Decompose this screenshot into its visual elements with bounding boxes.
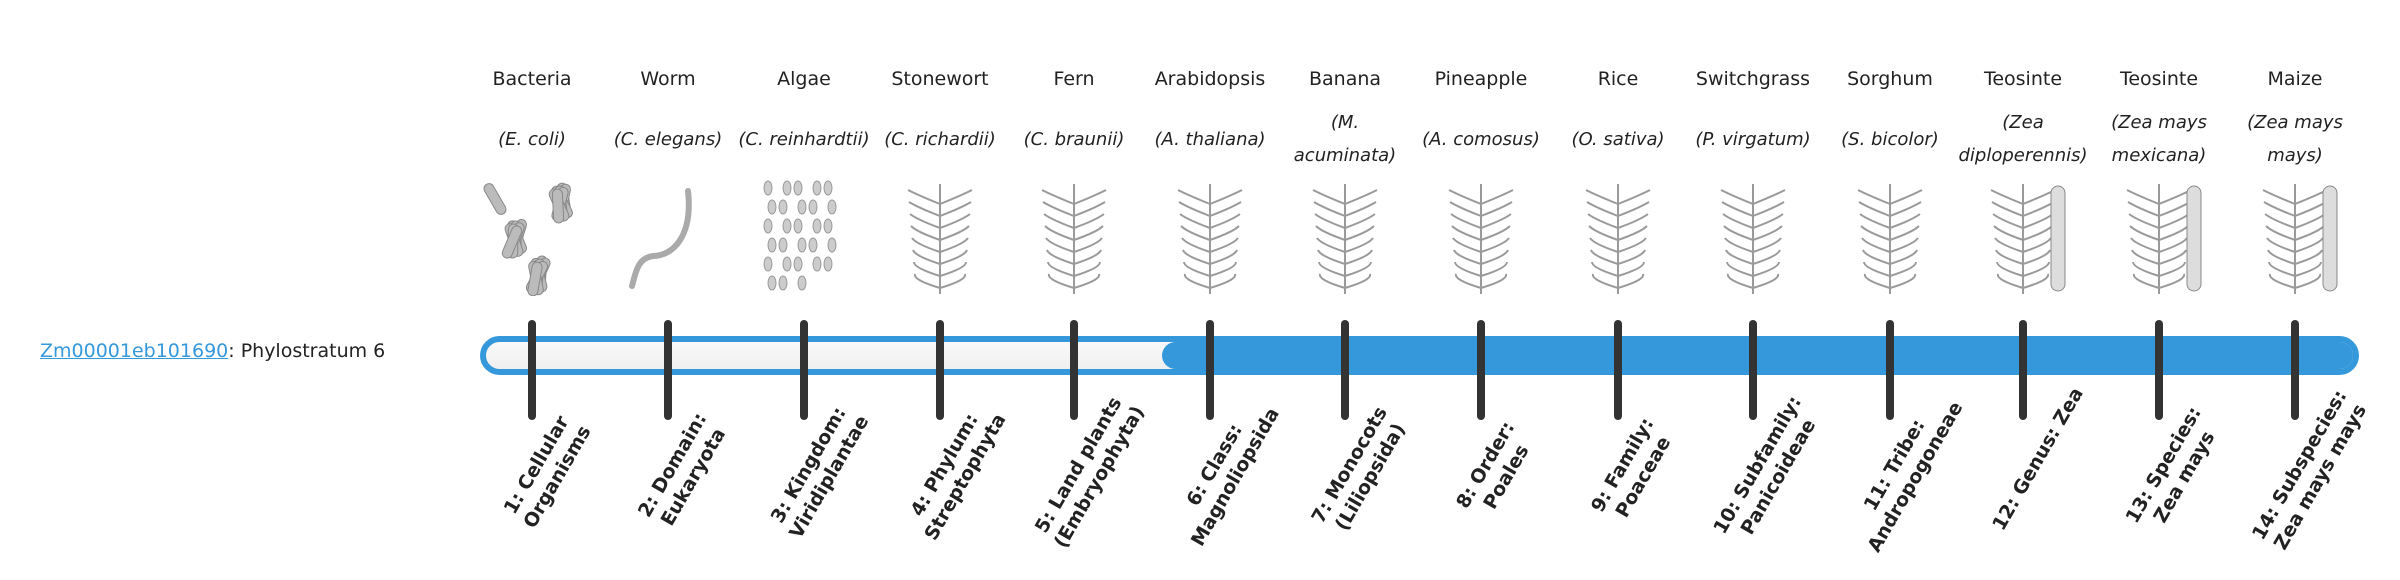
organism-scientific-name: (Zea diploperennis) bbox=[1955, 106, 2091, 172]
stratum-tick bbox=[936, 320, 944, 420]
organism-scientific-name: (C. braunii) bbox=[1006, 106, 1142, 172]
scientific-name-text: (C. elegans) bbox=[613, 128, 723, 150]
organism-common-name: Sorghum bbox=[1847, 68, 1933, 90]
organism-common-name: Worm bbox=[640, 68, 696, 90]
scientific-name-text: (Zea mays mexicana) bbox=[2111, 112, 2207, 166]
stratum-tick bbox=[1206, 320, 1214, 420]
organism-common-name: Fern bbox=[1053, 68, 1095, 90]
stratum-label: 11: Tribe: Andropogoneae bbox=[1859, 398, 1968, 556]
organism-scientific-name: (A. thaliana) bbox=[1142, 106, 1278, 172]
organism-common-name: Bacteria bbox=[492, 68, 572, 90]
stratum-label: 3: Kingdom: Viridiplantae bbox=[766, 403, 874, 543]
banana-illustration bbox=[1277, 176, 1413, 296]
stratum-tick bbox=[528, 320, 536, 420]
stratum-tick bbox=[2019, 320, 2027, 420]
stratum-tick bbox=[2155, 320, 2163, 420]
teosinte-mexicana-illustration bbox=[2091, 176, 2227, 296]
organism-common-name: Arabidopsis bbox=[1154, 68, 1266, 90]
organism-scientific-name: (A. comosus) bbox=[1413, 106, 1549, 172]
organism-common-name: Maize bbox=[2267, 68, 2323, 90]
stratum-label: 7: Monocots (Liliopsida) bbox=[1307, 402, 1410, 535]
scientific-name-text: (A. thaliana) bbox=[1154, 128, 1266, 150]
switchgrass-illustration bbox=[1685, 176, 1821, 296]
scientific-name-text: (Zea mays mays) bbox=[2247, 112, 2343, 166]
pineapple-illustration bbox=[1413, 176, 1549, 296]
scientific-name-text: (C. reinhardtii) bbox=[738, 128, 870, 150]
rice-illustration bbox=[1550, 176, 1686, 296]
maize-illustration bbox=[2227, 176, 2363, 296]
organism-scientific-name: (S. bicolor) bbox=[1822, 106, 1958, 172]
worm-illustration bbox=[600, 176, 736, 296]
bacteria-illustration bbox=[464, 176, 600, 296]
organism-scientific-name: (C. elegans) bbox=[600, 106, 736, 172]
organism-scientific-name: (C. reinhardtii) bbox=[736, 106, 872, 172]
organism-scientific-name: (O. sativa) bbox=[1550, 106, 1686, 172]
scientific-name-text: (C. richardii) bbox=[884, 128, 996, 150]
organism-common-name: Algae bbox=[777, 68, 831, 90]
organism-common-name: Rice bbox=[1597, 68, 1639, 90]
scientific-name-text: (M. acuminata) bbox=[1293, 112, 1397, 166]
fern-illustration bbox=[1006, 176, 1142, 296]
arabidopsis-illustration bbox=[1142, 176, 1278, 296]
stratum-label: 9: Family: Poaceae bbox=[1586, 414, 1676, 522]
organism-scientific-name: (Zea mays mexicana) bbox=[2091, 106, 2227, 172]
stratum-tick bbox=[664, 320, 672, 420]
algae-illustration bbox=[736, 176, 872, 296]
organism-common-name: Switchgrass bbox=[1695, 68, 1811, 90]
scientific-name-text: (P. virgatum) bbox=[1695, 128, 1811, 150]
gene-label: Zm00001eb101690: Phylostratum 6 bbox=[40, 340, 385, 362]
organism-common-name: Teosinte bbox=[1983, 68, 2063, 90]
organism-common-name: Teosinte bbox=[2119, 68, 2199, 90]
stratum-label: 13: Species: Zea mays bbox=[2121, 403, 2220, 527]
stratum-tick bbox=[2291, 320, 2299, 420]
stratum-tick bbox=[1070, 320, 1078, 420]
stratum-label: 12: Genus: Zea bbox=[1988, 383, 2088, 535]
sorghum-illustration bbox=[1822, 176, 1958, 296]
stratum-tick bbox=[1886, 320, 1894, 420]
stonewort-illustration bbox=[872, 176, 1008, 296]
organism-scientific-name: (Zea mays mays) bbox=[2227, 106, 2363, 172]
stratum-tick bbox=[800, 320, 808, 420]
stratum-label: 8: Order: Poales bbox=[1451, 417, 1534, 514]
scientific-name-text: (Zea diploperennis) bbox=[1958, 112, 2088, 166]
stratum-label: 1: Cellular Organisms bbox=[499, 412, 596, 533]
phylostratum-bar-fill bbox=[1162, 342, 2353, 369]
organism-scientific-name: (P. virgatum) bbox=[1685, 106, 1821, 172]
stratum-tick bbox=[1749, 320, 1757, 420]
organism-scientific-name: (C. richardii) bbox=[872, 106, 1008, 172]
scientific-name-text: (A. comosus) bbox=[1422, 128, 1540, 150]
teosinte-illustration bbox=[1955, 176, 2091, 296]
stratum-label: 14: Subspecies: Zea mays mays bbox=[2247, 386, 2371, 554]
stratum-label: 10: Subfamily: Panicoideae bbox=[1709, 392, 1821, 539]
gene-link[interactable]: Zm00001eb101690 bbox=[40, 340, 229, 362]
stratum-label: 5: Land plants (Embryophyta) bbox=[1030, 393, 1149, 552]
scientific-name-text: (E. coli) bbox=[498, 128, 566, 150]
stratum-tick bbox=[1477, 320, 1485, 420]
organism-common-name: Pineapple bbox=[1434, 68, 1528, 90]
phylostratum-bar bbox=[480, 336, 2359, 375]
stratum-label: 4: Phylum: Streptophyta bbox=[906, 409, 1011, 545]
scientific-name-text: (O. sativa) bbox=[1571, 128, 1665, 150]
scientific-name-text: (S. bicolor) bbox=[1841, 128, 1939, 150]
scientific-name-text: (C. braunii) bbox=[1023, 128, 1125, 150]
organism-scientific-name: (M. acuminata) bbox=[1277, 106, 1413, 172]
stratum-label: 6: Class: Magnoliopsida bbox=[1182, 404, 1284, 550]
stratum-label: 2: Domain: Eukaryota bbox=[633, 409, 731, 530]
organism-common-name: Banana bbox=[1308, 68, 1382, 90]
stratum-tick bbox=[1341, 320, 1349, 420]
organism-common-name: Stonewort bbox=[891, 68, 989, 90]
stratum-tick bbox=[1614, 320, 1622, 420]
organism-scientific-name: (E. coli) bbox=[464, 106, 600, 172]
phylostratum-text: : Phylostratum 6 bbox=[228, 340, 386, 362]
